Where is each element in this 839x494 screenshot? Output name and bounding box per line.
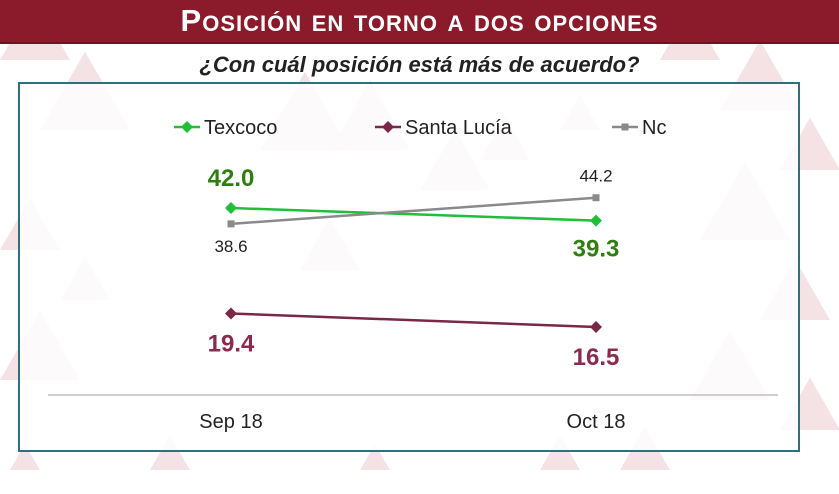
legend-item: Santa Lucía [375, 117, 513, 139]
title-bar: Posición en torno a dos opciones [0, 0, 839, 44]
chart-frame: Sep 18 Oct 18 Texcoco Santa Lucía Nc 42.0 39.3… [18, 82, 800, 452]
data-label: 44.2 [579, 167, 612, 186]
page-title: Posición en torno a dos opciones [180, 3, 659, 38]
data-point [225, 307, 237, 320]
data-label: 19.4 [208, 330, 255, 357]
data-label: 16.5 [573, 344, 620, 371]
legend-item: Nc [612, 117, 666, 139]
legend-marker [621, 123, 629, 131]
series-nc: 38.6 44.2 [214, 167, 612, 256]
legend-label: Texcoco [204, 117, 277, 139]
data-point [590, 321, 602, 333]
legend-marker [382, 121, 394, 133]
x-tick-label: Oct 18 [567, 411, 626, 433]
data-label: 42.0 [208, 165, 255, 192]
series-line [230, 312, 597, 329]
background-triangle [150, 435, 190, 470]
survey-question: ¿Con cuál posición está más de acuerdo? [199, 52, 640, 77]
background-triangle [540, 435, 580, 470]
legend-label: Santa Lucía [405, 117, 513, 139]
legend-marker [181, 121, 193, 133]
line-chart: Sep 18 Oct 18 Texcoco Santa Lucía Nc 42.0 39.3… [48, 117, 778, 433]
series-line [230, 196, 597, 226]
data-point [590, 214, 602, 227]
series-texcoco: 42.0 39.3 [208, 165, 620, 263]
legend-label: Nc [642, 117, 666, 139]
data-point [592, 194, 600, 202]
data-label: 39.3 [573, 236, 620, 263]
legend-item: Texcoco [174, 117, 277, 139]
background-triangle [10, 443, 40, 470]
background-triangle [360, 443, 390, 470]
data-point [225, 202, 237, 214]
series-line [230, 206, 597, 222]
series-santa-lucía: 19.4 16.5 [208, 307, 620, 371]
x-tick-label: Sep 18 [199, 411, 262, 433]
data-label: 38.6 [214, 237, 247, 256]
data-point [227, 220, 235, 228]
